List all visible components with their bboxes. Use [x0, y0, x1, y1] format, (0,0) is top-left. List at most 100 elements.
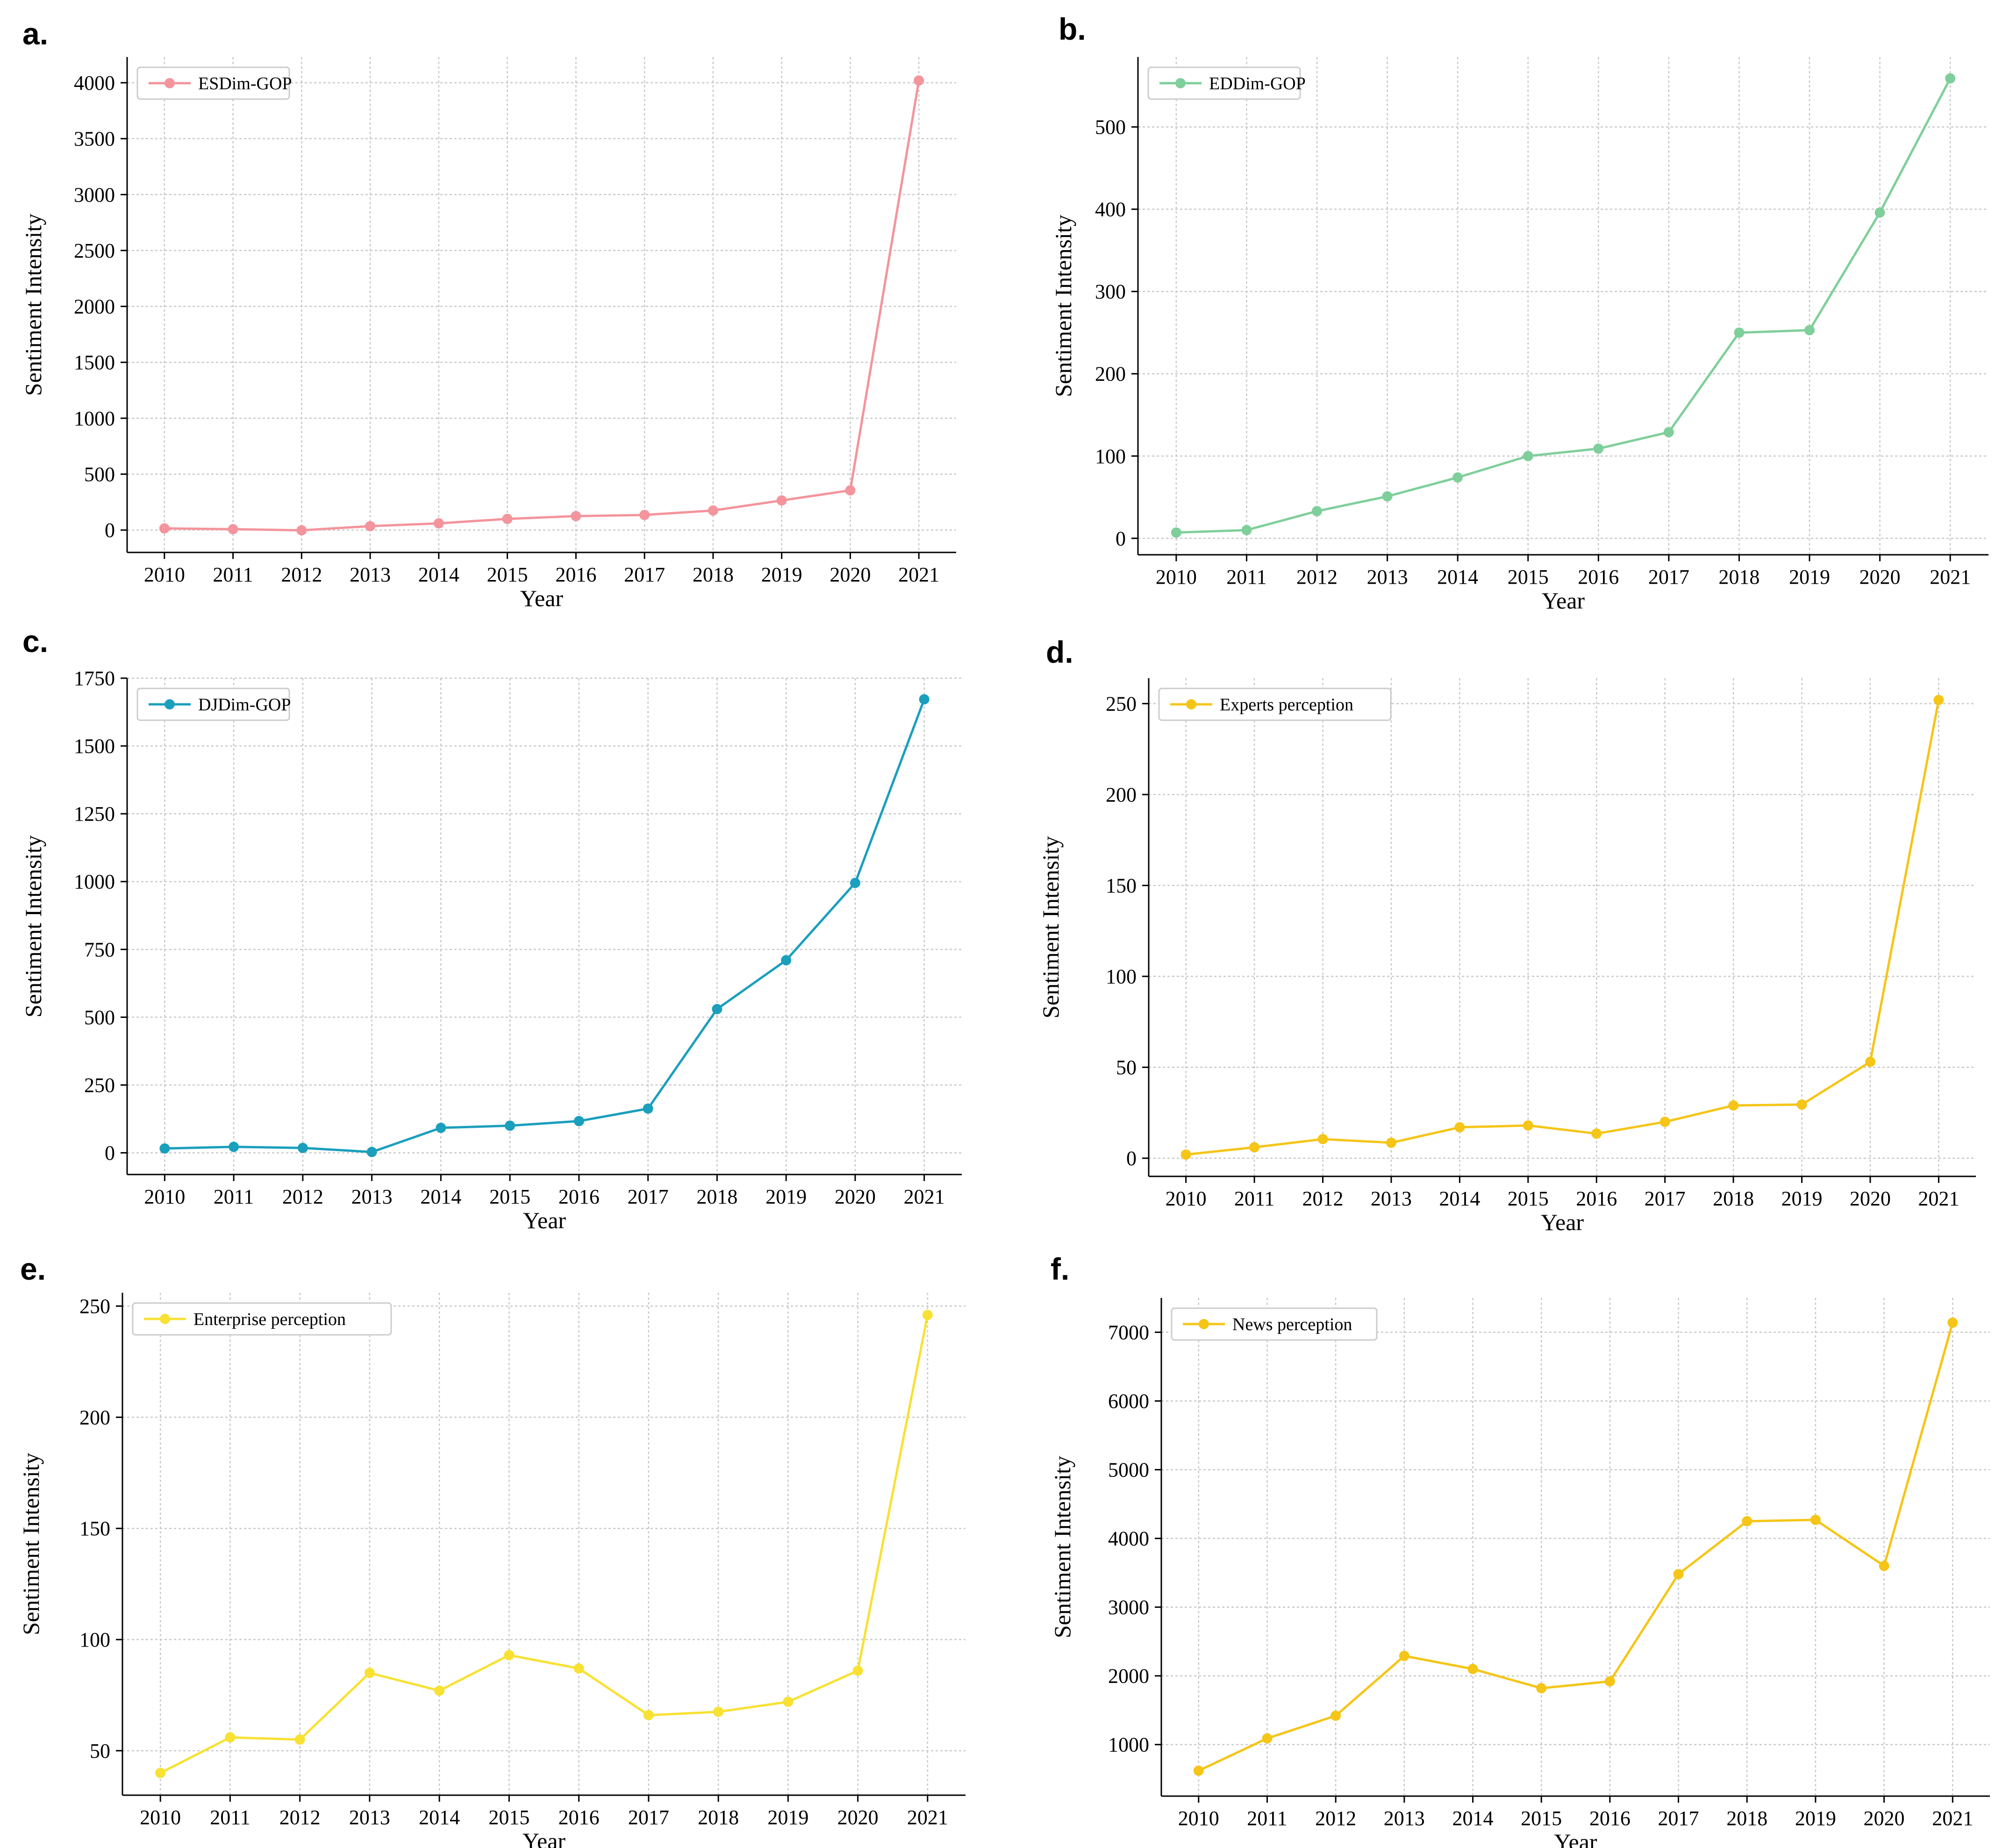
x-axis-title: Year: [1554, 1829, 1597, 1848]
legend-label: News perception: [1232, 1315, 1352, 1334]
x-tick-label: 2011: [214, 1185, 254, 1208]
y-tick-label: 2000: [74, 295, 115, 318]
data-point: [1241, 525, 1252, 536]
x-tick-label: 2012: [279, 1806, 321, 1829]
y-axis-title: Sentiment Intensity: [20, 214, 46, 396]
data-point: [1382, 491, 1393, 502]
data-point: [1879, 1561, 1889, 1571]
series-line: [1186, 700, 1940, 1156]
chart-panel-2: b. 2010 2011 2012 2013 2014 2015 2016 2017 2018 20…: [1050, 12, 1989, 614]
y-tick-label: 0: [105, 519, 115, 542]
data-point: [776, 495, 787, 506]
data-point: [643, 1710, 654, 1720]
data-point: [1249, 1142, 1260, 1153]
data-point: [1660, 1117, 1670, 1127]
data-point: [1467, 1663, 1478, 1674]
y-tick-label: 1500: [74, 351, 115, 374]
x-tick-label: 2016: [1578, 566, 1619, 588]
x-tick-label: 2012: [282, 1185, 323, 1208]
x-tick-label: 2021: [898, 563, 939, 586]
data-point: [783, 1697, 794, 1707]
x-tick-label: 2021: [1930, 566, 1971, 588]
x-tick-label: 2019: [767, 1806, 808, 1829]
x-tick-label: 2018: [698, 1806, 739, 1829]
x-tick-label: 2019: [765, 1185, 807, 1208]
data-point: [1734, 327, 1745, 338]
x-tick-label: 2014: [418, 563, 459, 586]
series-line: [1176, 78, 1952, 534]
y-tick-label: 100: [79, 1628, 110, 1651]
data-point: [1331, 1710, 1341, 1721]
data-point: [297, 1143, 308, 1153]
chart-panel-4: d. 2010 2011 2012 2013 2014 2015 2016 2017 2018 20…: [1037, 635, 1976, 1235]
data-point: [712, 1004, 723, 1014]
data-point: [229, 1141, 239, 1152]
x-tick-label: 2020: [837, 1806, 879, 1829]
x-tick-label: 2014: [420, 1185, 461, 1208]
y-tick-label: 0: [1126, 1147, 1137, 1170]
x-tick-label: 2020: [1864, 1807, 1905, 1830]
data-point: [1874, 207, 1885, 218]
panel-letter: d.: [1046, 635, 1073, 669]
legend-marker-swatch: [165, 699, 175, 709]
data-point: [1193, 1765, 1204, 1776]
data-point: [1933, 695, 1944, 705]
x-tick-label: 2020: [1860, 566, 1901, 588]
data-point: [573, 1663, 584, 1674]
y-tick-label: 2000: [1108, 1665, 1149, 1688]
legend-label: Experts perception: [1220, 695, 1353, 715]
y-tick-label: 500: [84, 463, 115, 486]
x-tick-label: 2015: [1508, 566, 1549, 588]
data-point: [1728, 1100, 1739, 1111]
legend-label: Enterprise perception: [193, 1310, 346, 1329]
data-point: [1317, 1134, 1328, 1145]
x-tick-label: 2015: [487, 563, 528, 586]
data-point: [1523, 451, 1533, 461]
x-axis-title: Year: [1541, 1209, 1584, 1235]
series-line: [160, 1315, 929, 1774]
y-tick-label: 150: [1106, 874, 1137, 897]
data-point: [571, 511, 581, 522]
y-tick-label: 7000: [1108, 1321, 1149, 1344]
y-tick-label: 500: [84, 1006, 115, 1029]
x-tick-label: 2014: [419, 1806, 460, 1829]
legend-marker-swatch: [1199, 1319, 1209, 1329]
panel-letter: f.: [1051, 1252, 1069, 1286]
x-tick-label: 2016: [1589, 1807, 1631, 1830]
x-tick-label: 2012: [1296, 566, 1338, 588]
data-point: [225, 1732, 236, 1743]
data-point: [1593, 443, 1604, 454]
data-point: [505, 1120, 515, 1131]
y-tick-label: 200: [1095, 363, 1126, 386]
y-tick-label: 50: [90, 1740, 110, 1762]
x-tick-label: 2014: [1452, 1807, 1493, 1830]
x-tick-label: 2017: [628, 1185, 669, 1208]
legend-box: [1158, 688, 1392, 721]
x-axis-title: Year: [1542, 587, 1585, 614]
x-axis-title: Year: [522, 1828, 565, 1848]
y-tick-label: 100: [1095, 445, 1126, 468]
legend-box: [136, 66, 290, 100]
y-tick-label: 500: [1095, 116, 1126, 139]
y-tick-label: 250: [84, 1074, 115, 1096]
data-point: [1673, 1569, 1684, 1580]
data-point: [365, 521, 376, 531]
x-tick-label: 2015: [1508, 1187, 1549, 1210]
data-point: [850, 878, 860, 888]
data-point: [1804, 325, 1815, 336]
x-axis-title: Year: [520, 585, 563, 611]
x-tick-label: 2018: [1718, 566, 1760, 588]
x-tick-label: 2019: [761, 563, 802, 586]
legend-label: EDDim-GOP: [1209, 74, 1306, 93]
panel-letter: b.: [1059, 12, 1086, 46]
x-tick-label: 2010: [144, 563, 185, 586]
data-point: [1171, 527, 1181, 538]
x-tick-label: 2011: [213, 563, 253, 586]
panel-letter: c.: [22, 624, 48, 659]
x-tick-label: 2020: [835, 1185, 876, 1208]
x-tick-label: 2017: [628, 1806, 669, 1829]
x-tick-label: 2014: [1439, 1187, 1480, 1210]
x-tick-label: 2018: [693, 563, 734, 586]
legend-box: [1147, 66, 1301, 100]
legend-box: [1171, 1307, 1378, 1341]
